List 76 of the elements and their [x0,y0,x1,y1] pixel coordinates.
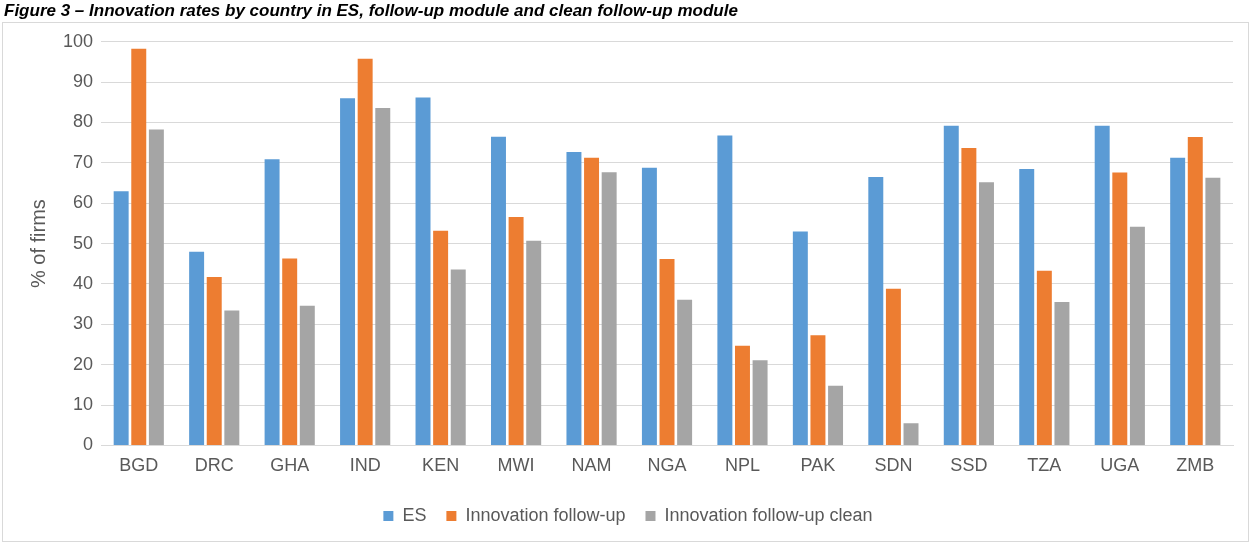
bar [526,240,542,445]
x-tick-label: SSD [950,455,988,476]
bar [601,172,617,445]
legend-label: Innovation follow-up [465,504,626,525]
x-tick-label: UGA [1100,455,1140,476]
bar [1205,177,1221,445]
bar [752,360,768,445]
bar [659,258,675,445]
x-tick-label: MWI [497,455,535,476]
bar [415,97,431,445]
x-tick-label: NPL [724,455,760,476]
bar [113,191,129,445]
x-tick-label: SDN [874,455,913,476]
bar [450,269,466,445]
bar [868,177,884,445]
bar [979,182,994,445]
bar [566,151,582,445]
legend-label: Innovation follow-up clean [664,504,873,525]
bar [224,310,240,445]
y-tick-label: 0 [83,434,94,455]
bar [148,129,164,445]
bar [961,147,977,445]
bar [375,107,391,445]
bar [299,305,315,445]
bar [1094,125,1110,445]
bar [491,136,506,445]
bar [433,230,449,445]
x-tick-label: PAK [800,455,836,476]
bar [903,423,919,445]
y-tick-label: 100 [62,30,94,51]
bar [131,48,147,445]
bar [885,288,901,445]
bar [189,251,205,445]
bar [717,135,733,445]
bar [735,345,750,445]
x-tick-label: NAM [571,455,612,476]
x-tick-label: ZMB [1176,455,1215,476]
bar [1170,157,1186,445]
bar [1054,302,1070,445]
bar [810,335,826,445]
bar [677,299,693,445]
x-tick-label: NGA [647,455,687,476]
bar [508,216,524,445]
x-tick-label: GHA [270,455,310,476]
x-tick-label: TZA [1027,455,1062,476]
y-tick-label: 70 [73,151,94,172]
y-tick-label: 50 [73,232,94,253]
x-tick-label: KEN [422,455,460,476]
chart-title: Figure 3 – Innovation rates by country in ES, follow-up module and clean follow-up module [3,0,739,22]
bar [1129,226,1145,445]
bar [206,277,222,445]
bar [943,125,959,445]
x-tick-label: DRC [194,455,234,476]
y-tick-label: 10 [73,394,94,415]
bar [584,157,600,445]
y-tick-label: 60 [73,192,94,213]
bar [828,385,844,445]
bar [792,231,808,445]
bar [264,159,280,445]
y-tick-label: 20 [73,353,94,374]
bar [1187,137,1203,445]
bar [641,167,657,445]
bar [340,98,356,445]
y-tick-label: 90 [73,71,94,92]
bar [357,58,373,445]
bar [1019,168,1035,445]
bar [282,258,298,445]
legend-label: ES [402,504,427,525]
y-tick-label: 40 [73,272,94,293]
y-tick-label: 30 [73,313,94,334]
x-tick-label: BGD [119,455,159,476]
bar [1112,172,1128,445]
y-tick-label: 80 [73,111,94,132]
y-axis-title: % of firms [26,199,49,289]
bar [1036,270,1052,445]
x-tick-label: IND [349,455,381,476]
